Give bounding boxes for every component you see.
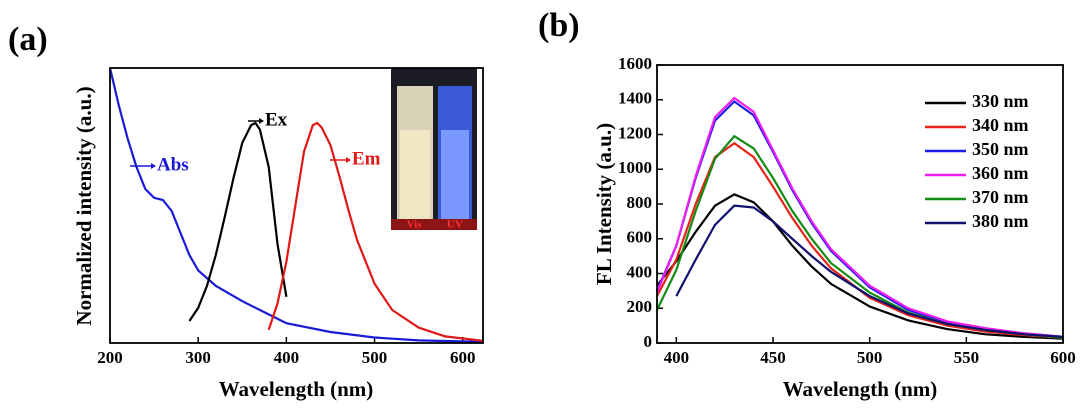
y-tick-label: 0 (644, 332, 653, 351)
legend-label: 360 nm (972, 163, 1029, 183)
inset-label: Vis (407, 219, 423, 231)
annotation-arrowhead (346, 157, 351, 163)
x-tick-label: 400 (274, 348, 300, 367)
series-label: Em (352, 148, 381, 169)
panel-label: (a) (8, 21, 48, 58)
plot-frame (109, 67, 484, 344)
y-axis-label: Normalized intensity (a.u.) (72, 86, 96, 325)
panel-label: (b) (538, 7, 580, 44)
series-line (188, 121, 288, 322)
series-line (108, 67, 484, 343)
y-tick-label: 200 (627, 297, 653, 316)
inset-label: UV (447, 219, 463, 231)
inset-photo (391, 68, 477, 230)
series-label: Ex (265, 109, 288, 130)
y-tick-label: 1000 (618, 158, 652, 177)
x-tick-label: 500 (857, 348, 883, 367)
legend-label: 330 nm (972, 91, 1029, 111)
legend-label: 380 nm (972, 211, 1029, 231)
series-label: Abs (157, 154, 189, 175)
series-line (675, 204, 1064, 338)
series-line (655, 96, 1064, 338)
y-tick-label: 1600 (618, 54, 652, 73)
x-tick-label: 500 (362, 348, 388, 367)
y-tick-label: 600 (627, 228, 653, 247)
annotation-arrowhead (259, 118, 264, 124)
x-tick-label: 550 (954, 348, 980, 367)
y-tick-label: 1400 (618, 89, 652, 108)
y-tick-label: 800 (627, 193, 653, 212)
legend-label: 350 nm (972, 139, 1029, 159)
x-axis-label: Wavelength (nm) (219, 377, 374, 401)
plot-frame (656, 64, 1064, 344)
series-line (656, 193, 1064, 340)
series-line (656, 141, 1064, 339)
y-tick-label: 400 (627, 262, 653, 281)
legend-label: 370 nm (972, 187, 1029, 207)
x-tick-label: 400 (664, 348, 690, 367)
y-axis-label: FL Intensity (a.u.) (592, 123, 616, 285)
x-tick-label: 600 (1050, 348, 1076, 367)
y-tick-label: 1200 (618, 123, 652, 142)
x-tick-label: 450 (760, 348, 786, 367)
x-tick-label: 600 (450, 348, 476, 367)
x-tick-label: 200 (97, 348, 123, 367)
x-tick-label: 300 (185, 348, 211, 367)
annotation-arrowhead (151, 163, 156, 169)
legend-label: 340 nm (972, 115, 1029, 135)
series-line (267, 121, 484, 342)
x-axis-label: Wavelength (nm) (783, 377, 938, 401)
